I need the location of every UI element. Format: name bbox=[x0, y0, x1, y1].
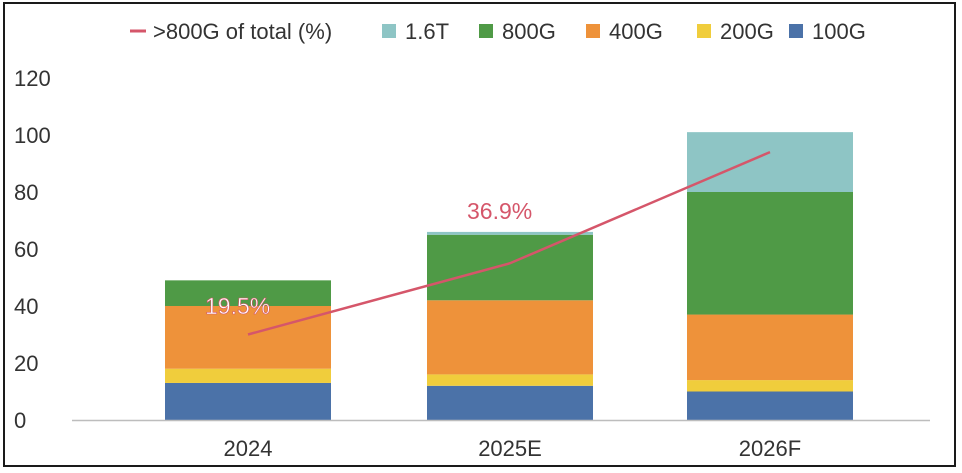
x-axis-labels: 2024 2025E 2026F bbox=[224, 436, 802, 461]
bar-segment-200g bbox=[687, 380, 853, 392]
bar-segment-100g bbox=[427, 385, 593, 420]
legend-label: >800G of total (%) bbox=[153, 19, 332, 44]
annotation-label: 36.9% bbox=[467, 198, 532, 224]
bar-segment-200g bbox=[165, 368, 331, 383]
bar-segment-100g bbox=[165, 382, 331, 420]
legend-label: 100G bbox=[812, 19, 866, 44]
bar-segment-800g bbox=[165, 280, 331, 306]
bar-segment-200g bbox=[427, 374, 593, 386]
legend-label: 200G bbox=[720, 19, 774, 44]
line-total-share bbox=[247, 150, 771, 336]
bar-segment-800g bbox=[687, 192, 853, 315]
bar-segment-16t bbox=[687, 132, 853, 192]
legend-swatch bbox=[586, 24, 600, 38]
legend-label: 400G bbox=[609, 19, 663, 44]
y-tick-label: 100 bbox=[14, 123, 51, 148]
x-tick-label: 2026F bbox=[739, 436, 801, 461]
legend-item: 800G bbox=[479, 19, 556, 44]
data-annotations: 19.5% 36.9% > 60% bbox=[205, 106, 799, 319]
legend-swatch bbox=[697, 24, 711, 38]
y-tick-label: 120 bbox=[14, 66, 51, 91]
y-tick-label: 60 bbox=[14, 237, 38, 262]
bar-series bbox=[165, 132, 853, 420]
y-tick-label: 0 bbox=[14, 408, 26, 433]
bar-segment-800g bbox=[427, 234, 593, 301]
legend-item: 1.6T bbox=[382, 19, 449, 44]
x-tick-label: 2025E bbox=[478, 436, 542, 461]
line-series bbox=[247, 150, 771, 336]
chart-legend: >800G of total (%) 1.6T 800G 400G 200G 100G bbox=[130, 19, 866, 44]
bar-segment-100g bbox=[687, 391, 853, 420]
legend-item-line: >800G of total (%) bbox=[130, 19, 332, 44]
annotation-label: > 60% bbox=[733, 106, 799, 132]
y-tick-label: 80 bbox=[14, 180, 38, 205]
y-tick-label: 40 bbox=[14, 294, 38, 319]
y-tick-label: 20 bbox=[14, 351, 38, 376]
legend-swatch bbox=[479, 24, 493, 38]
bar-segment-400g bbox=[687, 314, 853, 381]
legend-item: 100G bbox=[789, 19, 866, 44]
bar-segment-400g bbox=[165, 306, 331, 369]
annotation-label: 19.5% bbox=[205, 293, 270, 319]
legend-swatch bbox=[789, 24, 803, 38]
legend-item: 400G bbox=[586, 19, 663, 44]
legend-swatch bbox=[382, 24, 396, 38]
bar-segment-16t bbox=[427, 231, 593, 235]
legend-label: 800G bbox=[502, 19, 556, 44]
legend-label: 1.6T bbox=[405, 19, 449, 44]
x-tick-label: 2024 bbox=[224, 436, 273, 461]
bar-segment-400g bbox=[427, 300, 593, 375]
legend-item: 200G bbox=[697, 19, 774, 44]
y-axis: 0 20 40 60 80 100 120 bbox=[14, 66, 51, 433]
